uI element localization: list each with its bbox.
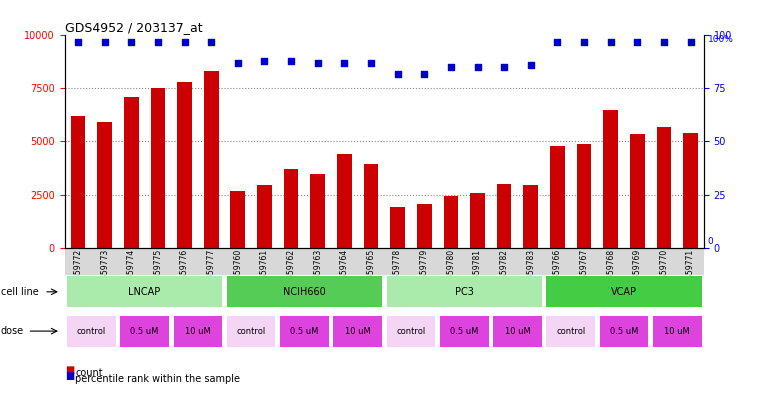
Bar (603, 110, 618, 248)
Point (125, 39, 137, 45)
Text: 0: 0 (708, 237, 714, 246)
Point (444, 64, 457, 70)
Point (98, 39, 111, 45)
Bar (231, 191, 245, 248)
Point (312, 60, 324, 66)
Point (578, 39, 590, 45)
Point (524, 62, 537, 68)
Text: 0.5 uM: 0.5 uM (130, 327, 159, 336)
Point (338, 60, 350, 66)
Point (258, 58, 271, 64)
Bar (257, 185, 272, 248)
Point (471, 64, 484, 70)
Text: ■: ■ (65, 371, 74, 381)
Bar (151, 88, 165, 248)
Bar (417, 204, 431, 248)
Bar (657, 127, 671, 248)
Bar (470, 193, 485, 248)
Bar (71, 116, 85, 248)
Point (285, 58, 297, 64)
Text: count: count (75, 367, 103, 378)
Text: control: control (396, 327, 425, 336)
Bar (124, 97, 139, 248)
Point (72, 39, 84, 45)
Bar (524, 185, 538, 248)
Bar (97, 122, 112, 248)
Text: 0.5 uM: 0.5 uM (610, 327, 638, 336)
Text: NCIH660: NCIH660 (283, 287, 326, 297)
Text: LNCAP: LNCAP (129, 287, 161, 297)
Point (365, 60, 377, 66)
Text: 10 uM: 10 uM (664, 327, 690, 336)
Text: 10 uM: 10 uM (345, 327, 371, 336)
Point (604, 39, 616, 45)
Text: 0.5 uM: 0.5 uM (450, 327, 479, 336)
Text: percentile rank within the sample: percentile rank within the sample (75, 374, 240, 384)
Point (498, 64, 510, 70)
Point (419, 70, 431, 77)
Point (658, 39, 670, 45)
Text: GDS4952 / 203137_at: GDS4952 / 203137_at (65, 21, 202, 34)
Bar (337, 154, 352, 248)
Bar (284, 169, 298, 248)
Bar (310, 174, 325, 248)
Bar (177, 82, 192, 248)
Text: 10 uM: 10 uM (185, 327, 211, 336)
Text: ■: ■ (65, 365, 74, 375)
Point (205, 39, 218, 45)
Point (684, 39, 696, 45)
Bar (390, 207, 405, 248)
Text: control: control (237, 327, 266, 336)
Text: control: control (77, 327, 106, 336)
Point (391, 70, 403, 77)
Text: PC3: PC3 (455, 287, 473, 297)
Text: control: control (556, 327, 585, 336)
Bar (683, 133, 698, 248)
Bar (550, 146, 565, 248)
Bar (497, 184, 511, 248)
Text: dose: dose (1, 326, 24, 336)
Point (151, 39, 164, 45)
Bar (444, 196, 458, 248)
Text: VCAP: VCAP (611, 287, 637, 297)
Bar (364, 164, 378, 248)
Bar (630, 134, 645, 248)
Bar (577, 143, 591, 248)
Bar (204, 72, 218, 248)
Text: 0.5 uM: 0.5 uM (290, 327, 319, 336)
Text: 100%: 100% (708, 35, 734, 44)
Point (631, 39, 643, 45)
Text: 10 uM: 10 uM (505, 327, 530, 336)
Point (178, 39, 190, 45)
Point (231, 60, 244, 66)
Point (551, 39, 563, 45)
Text: cell line: cell line (1, 287, 39, 297)
